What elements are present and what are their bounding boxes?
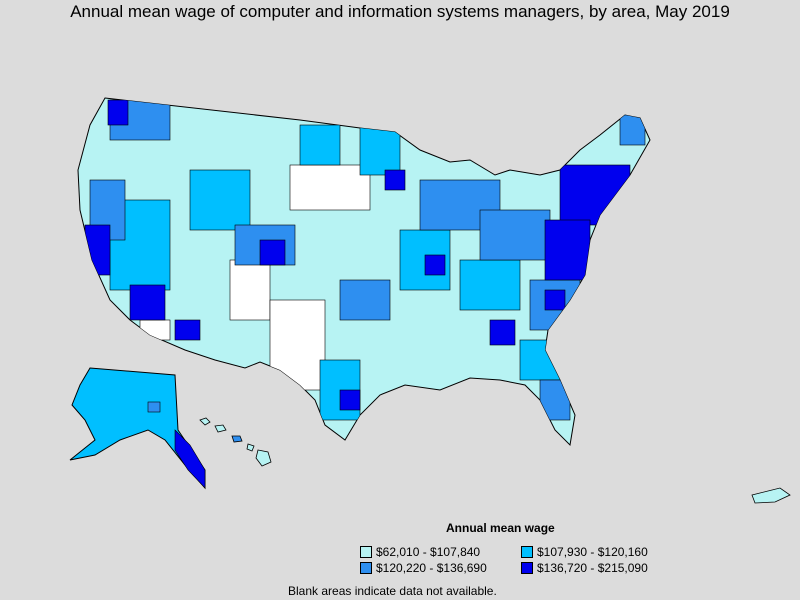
legend-item-3: $120,220 - $136,690 — [360, 561, 487, 575]
legend-label-4: $136,720 - $215,090 — [537, 561, 648, 575]
map-title: Annual mean wage of computer and informa… — [70, 2, 730, 21]
blank-areas-note: Blank areas indicate data not available. — [288, 584, 497, 598]
legend-label-3: $120,220 - $136,690 — [376, 561, 487, 575]
puerto-rico — [751, 487, 791, 504]
legend-title: Annual mean wage — [446, 521, 555, 535]
legend-label-1: $62,010 - $107,840 — [376, 545, 481, 559]
legend-swatch-3 — [360, 562, 372, 574]
legend-swatch-4 — [521, 562, 533, 574]
legend-label-2: $107,930 - $120,160 — [537, 545, 648, 559]
hawaii — [199, 417, 272, 467]
alaska — [69, 367, 206, 490]
legend-swatch-1 — [360, 546, 372, 558]
legend-item-4: $136,720 - $215,090 — [521, 561, 648, 575]
legend-item-2: $107,930 - $120,160 — [521, 545, 648, 559]
legend-swatch-2 — [521, 546, 533, 558]
contiguous-us — [77, 97, 651, 447]
legend-item-1: $62,010 - $107,840 — [360, 545, 480, 559]
